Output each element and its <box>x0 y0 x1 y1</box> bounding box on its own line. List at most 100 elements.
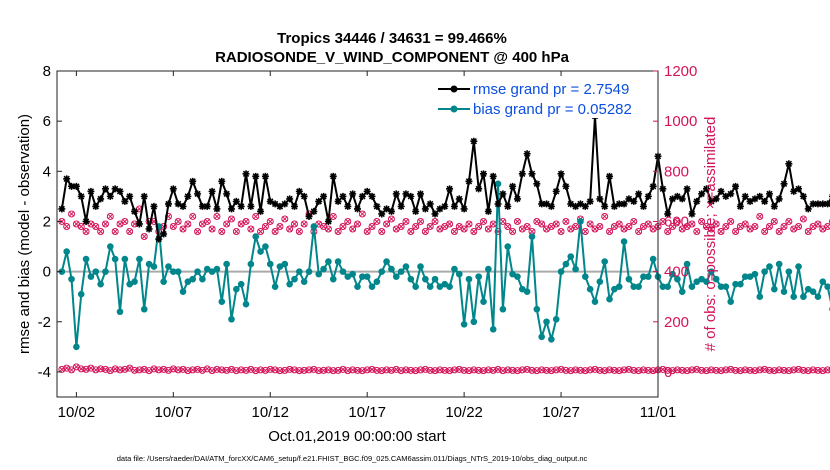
obs-assimilated-point-circle <box>358 367 366 375</box>
obs-possible-point-circle <box>378 227 386 235</box>
rmse-point <box>339 192 347 200</box>
obs-possible-point-circle <box>101 220 109 228</box>
obs-possible-point-circle <box>669 222 677 230</box>
obs-possible-point-circle <box>387 215 395 223</box>
obs-assimilated-point-circle <box>538 366 546 374</box>
bias-point <box>247 260 255 268</box>
bias-point <box>199 275 206 283</box>
bias-point <box>174 268 182 275</box>
bias-point <box>567 253 575 260</box>
obs-possible-point-cross <box>645 221 652 227</box>
obs-possible-point-circle <box>300 220 308 228</box>
obs-assimilated-point-circle <box>809 366 817 374</box>
bias-point <box>233 285 240 293</box>
obs-possible-point-cross <box>281 216 288 222</box>
obs-possible-point-circle <box>484 225 492 233</box>
obs-assimilated-point-circle <box>349 366 357 374</box>
bias-point <box>552 315 560 323</box>
bias-point <box>630 283 638 290</box>
rmse-point <box>334 197 342 205</box>
obs-possible-point-circle <box>659 217 667 225</box>
bias-point <box>586 285 594 293</box>
rmse-point <box>286 195 294 203</box>
rmse-point <box>349 190 357 198</box>
rmse-point <box>693 197 701 205</box>
obs-assimilated-point-circle <box>610 366 618 374</box>
rmse-point <box>630 197 638 205</box>
obs-possible-point-cross <box>403 218 409 225</box>
rmse-point <box>87 187 95 195</box>
obs-possible-point-cross <box>359 211 366 217</box>
obs-assimilated-point-circle <box>441 366 449 374</box>
obs-possible-point-circle <box>189 212 197 220</box>
bias-point <box>286 280 293 288</box>
bias-point <box>489 325 497 333</box>
obs-possible-point-cross <box>102 221 109 227</box>
obs-possible-point-circle <box>397 222 405 230</box>
rmse-point <box>271 200 279 208</box>
bias-point <box>160 278 167 285</box>
obs-possible-point-circle <box>407 227 415 235</box>
bias-point <box>732 280 739 288</box>
obs-possible-point-circle <box>523 222 531 230</box>
obs-possible-point-cross <box>432 218 438 225</box>
bias-point <box>480 298 487 306</box>
rmse-point <box>552 187 560 195</box>
rmse-point <box>567 200 575 208</box>
rmse-point <box>247 202 255 210</box>
obs-possible-point-circle <box>426 222 434 230</box>
bias-point <box>262 243 269 250</box>
obs-possible-point-circle <box>261 222 269 230</box>
bias-point <box>107 243 114 250</box>
obs-possible-point-circle <box>412 222 420 230</box>
obs-possible-point-cross <box>354 221 361 227</box>
obs-possible-point-cross <box>616 221 623 227</box>
obs-assimilated-point-circle <box>683 367 691 375</box>
obs-possible-point-cross <box>781 223 787 230</box>
obs-possible-point-cross <box>417 218 424 225</box>
rmse-point <box>373 202 381 210</box>
obs-possible-point-cross <box>466 221 472 227</box>
bias-point <box>470 318 478 326</box>
obs-assimilated-point-circle <box>329 367 337 375</box>
obs-possible-point-cross <box>267 218 274 225</box>
rmse-point <box>751 195 759 203</box>
obs-possible-point-cross <box>795 223 802 230</box>
bias-point <box>63 248 70 255</box>
obs-assimilated-point-circle <box>150 365 158 373</box>
obs-assimilated-point-circle <box>518 366 526 374</box>
obs-possible-point-circle <box>349 225 357 233</box>
obs-assimilated-point-circle <box>174 366 182 374</box>
obs-assimilated-point-circle <box>320 366 328 374</box>
obs-possible-point-circle <box>630 217 638 225</box>
bias-point <box>349 270 356 278</box>
obs-assimilated-point-circle <box>252 367 260 375</box>
bias-point <box>712 275 720 283</box>
rmse-point <box>261 172 269 180</box>
obs-possible-point-cross <box>141 233 148 240</box>
obs-assimilated-point-circle <box>780 366 788 374</box>
obs-possible-point-circle <box>552 220 560 228</box>
bias-point <box>591 298 599 306</box>
rmse-point <box>450 202 458 210</box>
obs-possible-point-cross <box>364 228 371 235</box>
obs-possible-point-circle <box>804 227 812 235</box>
obs-possible-point-cross <box>800 216 807 222</box>
bias-point <box>804 285 812 293</box>
bias-point <box>615 283 623 290</box>
obs-assimilated-point-circle <box>334 366 342 374</box>
bias-point <box>218 298 226 306</box>
obs-possible-point-circle <box>82 227 90 235</box>
obs-possible-point-circle <box>194 227 202 235</box>
rmse-point <box>290 202 298 210</box>
obs-possible-point-circle <box>383 220 391 228</box>
rmse-point <box>58 205 66 213</box>
rmse-point <box>688 210 696 218</box>
bias-point <box>606 295 613 303</box>
obs-assimilated-point-circle <box>470 366 478 374</box>
obs-possible-point-circle <box>77 222 85 230</box>
obs-possible-point-circle <box>450 227 458 235</box>
rmse-point <box>586 197 594 205</box>
y2-tick-label: 0 <box>664 364 672 381</box>
obs-assimilated-point-circle <box>581 367 589 375</box>
